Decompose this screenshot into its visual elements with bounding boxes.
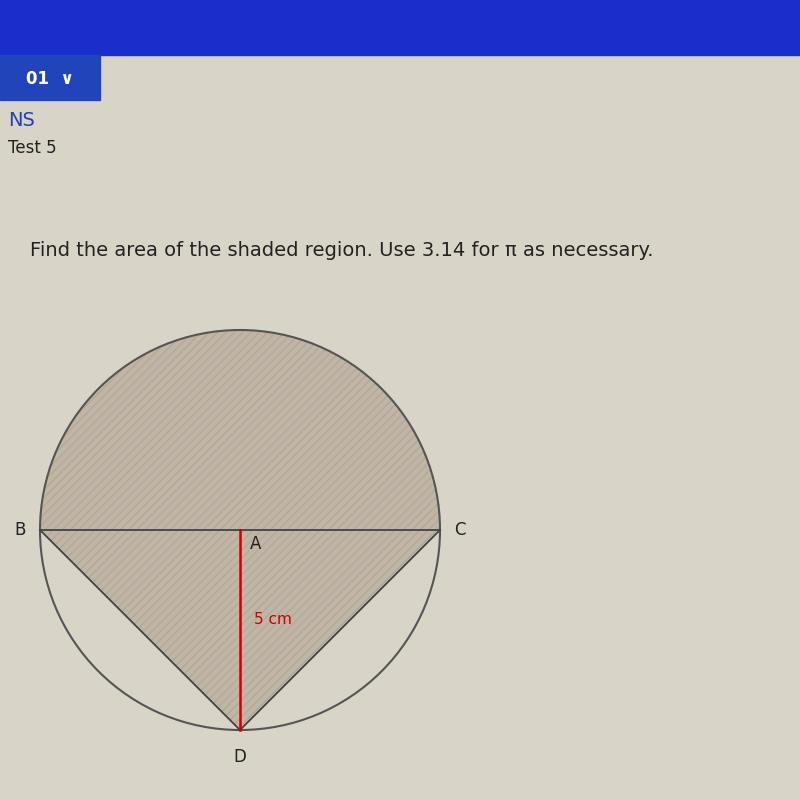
Text: Test 5: Test 5 [8, 139, 57, 157]
Text: D: D [234, 748, 246, 766]
Polygon shape [40, 530, 440, 730]
Bar [0, 0, 800, 55]
Text: Find the area of the shaded region. Use 3.14 for π as necessary.: Find the area of the shaded region. Use … [30, 241, 654, 259]
Text: 5 cm: 5 cm [254, 613, 292, 627]
Text: A: A [250, 535, 262, 553]
Text: C: C [454, 521, 466, 539]
Text: B: B [14, 521, 26, 539]
Text: NS: NS [8, 110, 35, 130]
Text: 01  ∨: 01 ∨ [26, 70, 74, 88]
Bar [0, 55, 100, 100]
Polygon shape [40, 330, 440, 530]
